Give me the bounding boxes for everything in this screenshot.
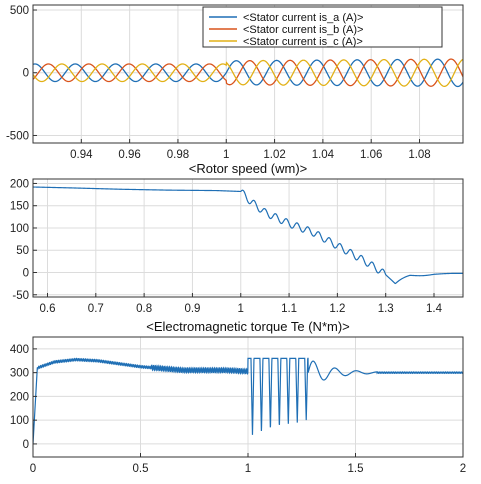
x-tick-label: 1.5 xyxy=(348,463,364,475)
x-tick-label: 0 xyxy=(30,463,36,475)
series-line-2 xyxy=(33,58,463,87)
chart-title: <Rotor speed (wm)> xyxy=(189,161,308,176)
y-tick-label: 200 xyxy=(10,178,29,190)
x-tick-label: 2 xyxy=(460,463,466,475)
x-tick-label: 0.94 xyxy=(70,149,93,161)
x-tick-label: 1.08 xyxy=(408,149,430,161)
y-tick-label: 100 xyxy=(10,415,29,427)
legend: <Stator current is_a (A)><Stator current… xyxy=(202,6,443,48)
x-tick-label: 0.96 xyxy=(118,149,140,161)
x-tick-label: 1 xyxy=(223,149,229,161)
chart-title: <Electromagnetic torque Te (N*m)> xyxy=(146,319,350,334)
legend-label: <Stator current is_b (A)> xyxy=(243,24,363,36)
x-tick-label: 0.7 xyxy=(88,303,104,315)
x-tick-label: 1.3 xyxy=(378,303,394,315)
series-line-1 xyxy=(33,357,463,444)
x-tick-label: 1.06 xyxy=(360,149,382,161)
plot-area xyxy=(33,357,463,444)
y-tick-label: 200 xyxy=(10,391,29,403)
y-tick-label: 300 xyxy=(10,368,29,380)
y-tick-label: 100 xyxy=(10,223,29,235)
plot-area xyxy=(33,58,463,88)
x-tick-label: 1 xyxy=(245,463,251,475)
x-tick-label: 1.04 xyxy=(312,149,335,161)
chart-panel-2: <Rotor speed (wm)> 0.6 0.7 0.8 0.9 1 1.1 1.2 1.3… xyxy=(10,161,464,315)
x-tick-label: 1.4 xyxy=(426,303,443,315)
plot-area xyxy=(33,186,463,285)
axes-box xyxy=(32,4,464,144)
x-tick-label: 1.02 xyxy=(263,149,285,161)
legend-label: <Stator current is_a (A)> xyxy=(243,12,363,24)
grid-lines xyxy=(33,179,463,297)
legend-box xyxy=(202,6,443,48)
chart-panel-3: <Electromagnetic torque Te (N*m)> 0 0.5 1 1.… xyxy=(10,319,466,475)
grid-lines xyxy=(32,337,464,457)
x-tick-label: 0.5 xyxy=(133,463,149,475)
y-tick-label: 0 xyxy=(23,68,29,80)
y-tick-label: 500 xyxy=(10,5,29,17)
series-line-1 xyxy=(33,58,463,88)
chart-panel-1: 0.94 0.96 0.98 1 1.02 1.04 1.06 1.08 500 0 -500 <St… xyxy=(6,4,464,161)
x-tick-label: 1 xyxy=(238,303,244,315)
y-tick-label: 150 xyxy=(10,201,29,213)
x-tick-label: 0.9 xyxy=(184,303,200,315)
y-tick-label: 0 xyxy=(23,439,29,451)
legend-label: <Stator current is_c (A)> xyxy=(243,36,363,48)
x-tick-label: 0.8 xyxy=(136,303,152,315)
axes-box xyxy=(32,178,464,298)
series-line-1 xyxy=(33,186,463,285)
x-tick-label: 0.98 xyxy=(167,149,189,161)
series-line-3 xyxy=(33,58,463,88)
y-tick-label: 400 xyxy=(10,344,29,356)
y-tick-label: 0 xyxy=(23,268,29,280)
y-tick-label: -50 xyxy=(12,290,29,302)
x-tick-label: 0.6 xyxy=(39,303,55,315)
x-tick-label: 1.1 xyxy=(281,303,297,315)
x-tick-label: 1.2 xyxy=(329,303,345,315)
y-tick-label: 50 xyxy=(16,245,29,257)
y-tick-label: -500 xyxy=(6,130,29,142)
